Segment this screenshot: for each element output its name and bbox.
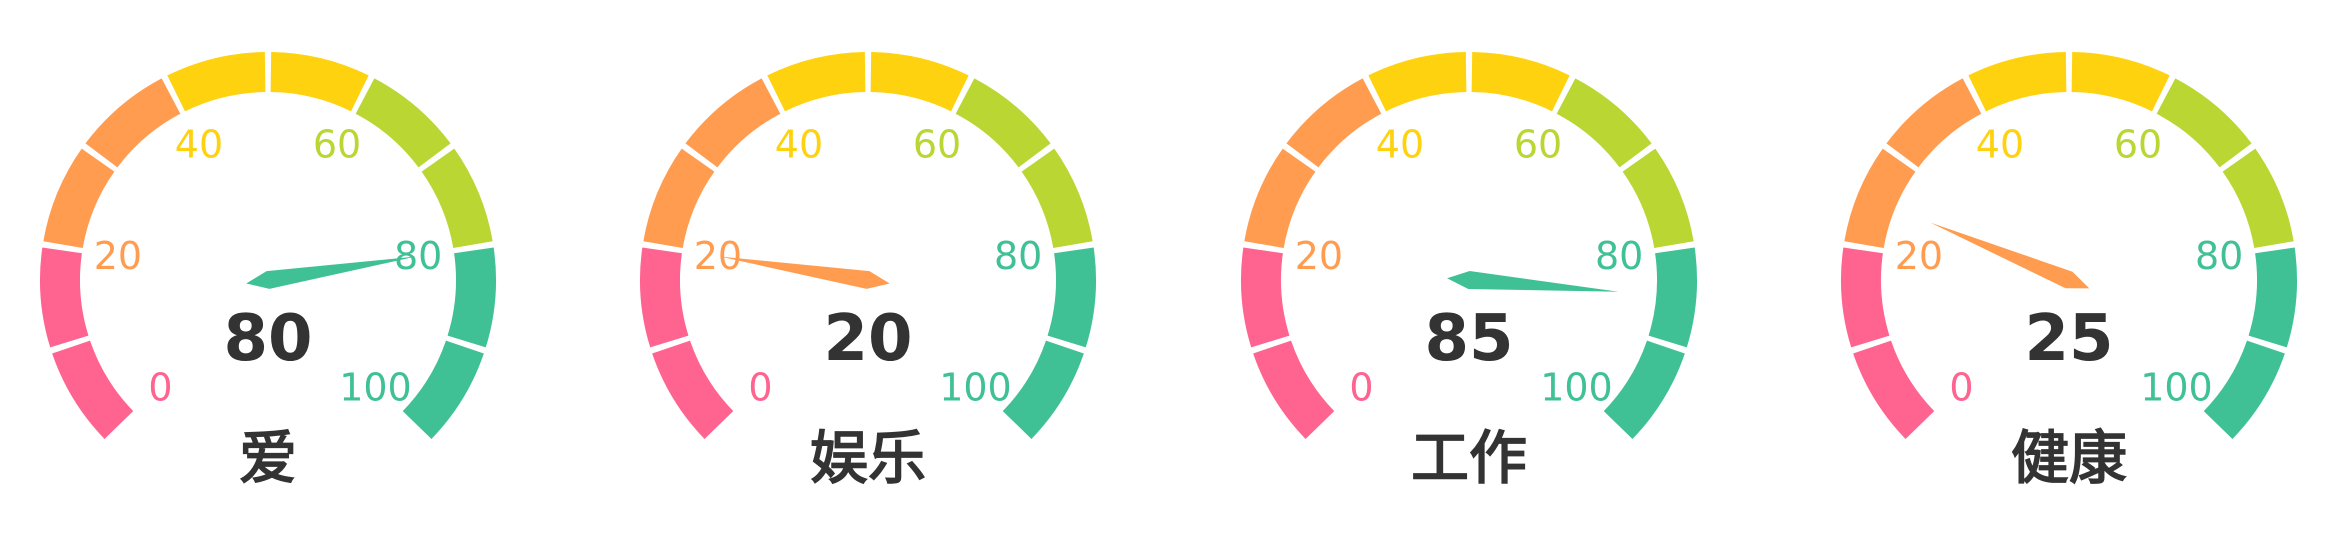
tick-label: 20	[94, 234, 142, 278]
gauge-arc-segment	[1021, 148, 1093, 248]
gauge-arc-segment	[1603, 340, 1685, 439]
gauge-needle	[246, 256, 417, 289]
gauge-3: 0 20 40 60 80 100 85 工作	[1241, 52, 1697, 492]
tick-label: 40	[1976, 123, 2024, 167]
gauge-arc-segment	[1844, 148, 1916, 248]
tick-label: 0	[148, 365, 172, 409]
tick-label: 100	[1540, 365, 1613, 409]
gauge-arc-segment	[270, 52, 369, 112]
gauge-2: 0 20 40 60 80 100 20 娱乐	[640, 52, 1096, 492]
gauge-arc-segment	[2156, 78, 2252, 168]
tick-label: 80	[394, 234, 442, 278]
gauge-arc-segment	[52, 340, 134, 439]
gauge-arc-segment	[2071, 52, 2170, 112]
gauge-arc-segment	[1886, 78, 1982, 168]
gauge-title: 爱	[239, 424, 297, 492]
gauge-arc-segment	[1047, 247, 1096, 348]
gauge-arc-segment	[685, 78, 781, 168]
gauge-arc-segment	[1368, 52, 1467, 112]
tick-label: 80	[2195, 234, 2243, 278]
gauge-arc-segment	[1622, 148, 1694, 248]
tick-label: 0	[1349, 365, 1373, 409]
tick-label: 60	[313, 123, 361, 167]
gauge-arc-segment	[2222, 148, 2294, 248]
gauge-1: 0 20 40 60 80 100 80 爱	[40, 52, 496, 492]
gauge-arc-segment	[1853, 340, 1935, 439]
gauge-needle	[1930, 222, 2090, 289]
tick-label: 20	[1895, 234, 1943, 278]
tick-label: 80	[1595, 234, 1643, 278]
gauge-arc-segment	[355, 78, 451, 168]
gauge-title: 娱乐	[810, 424, 926, 492]
tick-label: 40	[175, 123, 223, 167]
gauge-arc-segment	[85, 78, 181, 168]
gauge-arc-segment	[43, 148, 115, 248]
gauge-arc-segment	[652, 340, 734, 439]
gauge-title: 工作	[1411, 424, 1527, 492]
tick-label: 0	[1949, 365, 1973, 409]
gauge-value-label: 20	[823, 302, 912, 376]
gauge-arc-segment	[40, 247, 89, 348]
gauge-arc-segment	[1002, 340, 1084, 439]
gauge-arc-segment	[1841, 247, 1890, 348]
gauge-arc-segment	[640, 247, 689, 348]
gauge-arc-segment	[870, 52, 969, 112]
gauge-needle	[719, 256, 890, 289]
tick-label: 60	[1514, 123, 1562, 167]
gauge-arc-segment	[167, 52, 266, 112]
gauge-arc-segment	[643, 148, 715, 248]
gauge-arc-segment	[1286, 78, 1382, 168]
gauge-arc-segment	[1253, 340, 1335, 439]
tick-label: 40	[1376, 123, 1424, 167]
gauge-arc-segment	[421, 148, 493, 248]
gauge-arc-segment	[2203, 340, 2285, 439]
tick-label: 40	[775, 123, 823, 167]
gauge-arc-segment	[767, 52, 866, 112]
gauge-arc-segment	[1556, 78, 1652, 168]
gauge-value-label: 80	[223, 302, 312, 376]
gauge-value-label: 85	[1424, 302, 1513, 376]
gauge-value-label: 25	[2024, 302, 2113, 376]
tick-label: 60	[2114, 123, 2162, 167]
gauge-needle	[1447, 271, 1619, 292]
tick-label: 100	[2140, 365, 2213, 409]
gauge-arc-segment	[955, 78, 1051, 168]
gauge-arc-segment	[402, 340, 484, 439]
gauge-4: 0 20 40 60 80 100 25 健康	[1841, 52, 2297, 492]
gauge-arc-segment	[1471, 52, 1570, 112]
gauge-arc-segment	[447, 247, 496, 348]
gauge-arc-segment	[1244, 148, 1316, 248]
tick-label: 20	[1295, 234, 1343, 278]
tick-label: 0	[748, 365, 772, 409]
tick-label: 80	[994, 234, 1042, 278]
tick-label: 60	[913, 123, 961, 167]
tick-label: 100	[939, 365, 1012, 409]
gauge-arc-segment	[1241, 247, 1290, 348]
tick-label: 20	[694, 234, 742, 278]
gauge-title: 健康	[2011, 424, 2127, 492]
gauge-arc-segment	[1968, 52, 2067, 112]
gauge-arc-segment	[2248, 247, 2297, 348]
gauge-arc-segment	[1648, 247, 1697, 348]
tick-label: 100	[339, 365, 412, 409]
